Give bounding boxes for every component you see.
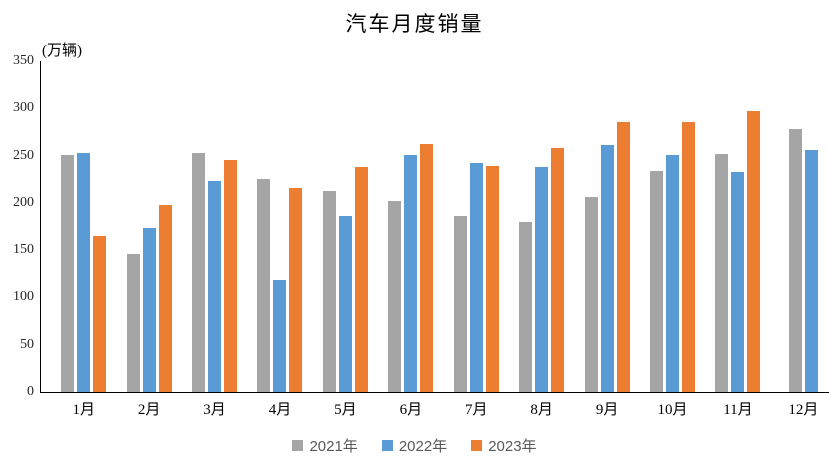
bar-2023年-4月 [289, 187, 303, 392]
y-tick-label: 300 [13, 100, 34, 116]
bar-2023年-1月 [93, 236, 107, 392]
bar-group-6月: 6月 [378, 61, 443, 418]
bar-2022年-10月 [666, 155, 679, 392]
bar-group-2月: 2月 [116, 61, 181, 418]
x-tick-label: 8月 [530, 402, 553, 418]
bar-2023年-9月 [616, 121, 630, 392]
bar-group-3月: 3月 [182, 61, 247, 418]
x-tick-label: 6月 [399, 402, 423, 418]
legend-swatch-icon [381, 440, 393, 451]
x-tick-label: 3月 [203, 402, 226, 418]
x-tick-label: 5月 [334, 402, 357, 418]
bar-2021年-9月 [584, 196, 598, 392]
y-tick-label: 350 [13, 53, 34, 68]
bar-2022年-11月 [731, 171, 745, 392]
bar-group-9月: 9月 [574, 61, 639, 418]
bar-2023年-2月 [158, 205, 172, 392]
bar-2023年-5月 [354, 166, 368, 392]
bar-group-10月: 10月 [640, 61, 705, 418]
bar-2021年-10月 [650, 171, 663, 392]
bar-group-1月: 1月 [51, 61, 116, 418]
legend-swatch-icon [292, 440, 304, 451]
bar-2022年-7月 [469, 163, 483, 392]
bar-2023年-7月 [485, 166, 499, 392]
bar-2022年-12月 [804, 150, 818, 392]
legend-label: 2021年 [309, 438, 358, 455]
bar-2021年-3月 [192, 153, 206, 392]
bar-2022年-5月 [338, 215, 352, 392]
legend-item-2022年: 2022年 [381, 435, 448, 456]
bar-2023年-6月 [420, 144, 434, 392]
x-tick-label: 7月 [464, 402, 488, 418]
bar-2022年-9月 [600, 145, 614, 392]
chart-legend: 2021年 2022年 2023年 [0, 435, 829, 456]
bar-2021年-5月 [322, 190, 336, 392]
y-tick-label: 100 [13, 289, 34, 305]
legend-item-2021年: 2021年 [292, 435, 358, 456]
x-tick-label: 11月 [723, 402, 753, 418]
bar-2022年-3月 [208, 180, 222, 392]
legend-label: 2023年 [488, 438, 537, 455]
bar-2022年-4月 [273, 280, 287, 392]
bar-group-5月: 5月 [313, 61, 378, 418]
bar-2022年-6月 [404, 155, 418, 392]
bar-group-8月: 8月 [509, 61, 574, 418]
legend-item-2023年: 2023年 [471, 435, 537, 456]
x-tick-label: 10月 [657, 402, 688, 418]
bar-2022年-2月 [142, 227, 156, 392]
bar-2021年-7月 [453, 215, 467, 392]
bar-group-11月: 11月 [705, 61, 770, 418]
bar-2023年-10月 [682, 122, 695, 392]
y-tick-label: 250 [13, 147, 34, 163]
x-tick-label: 12月 [788, 402, 819, 418]
x-tick-label: 4月 [268, 402, 292, 418]
x-tick-label: 2月 [137, 402, 161, 418]
bar-2022年-8月 [535, 166, 549, 392]
legend-label: 2022年 [398, 438, 448, 455]
bar-2023年-3月 [224, 160, 238, 392]
y-tick-label: 150 [13, 242, 34, 258]
x-tick-label: 1月 [72, 402, 95, 418]
plot-area: 1月 2月 3月 4月 5月 6月 7月 8月 9月 10月 11月 12月 [40, 61, 829, 418]
chart-title: 汽车月度销量 [345, 12, 484, 36]
bar-group-7月: 7月 [444, 61, 509, 418]
y-tick-label: 50 [20, 336, 34, 352]
bar-2021年-1月 [61, 155, 75, 392]
bar-2021年-4月 [257, 179, 271, 392]
bar-2021年-11月 [715, 153, 729, 392]
bar-2023年-8月 [551, 147, 565, 392]
x-tick-label: 9月 [595, 402, 619, 418]
bar-group-4月: 4月 [247, 61, 312, 418]
y-tick-label: 0 [27, 384, 34, 399]
y-tick-label: 200 [13, 194, 34, 210]
bar-2021年-12月 [788, 128, 802, 392]
bar-2021年-2月 [126, 254, 140, 392]
bar-group-12月: 12月 [771, 61, 829, 418]
bar-2021年-6月 [388, 201, 402, 392]
y-axis-unit-label: (万辆) [42, 43, 82, 59]
legend-swatch-icon [471, 440, 483, 451]
bar-2022年-1月 [77, 152, 91, 392]
bar-2023年-11月 [747, 111, 761, 392]
bar-2021年-8月 [519, 221, 533, 392]
